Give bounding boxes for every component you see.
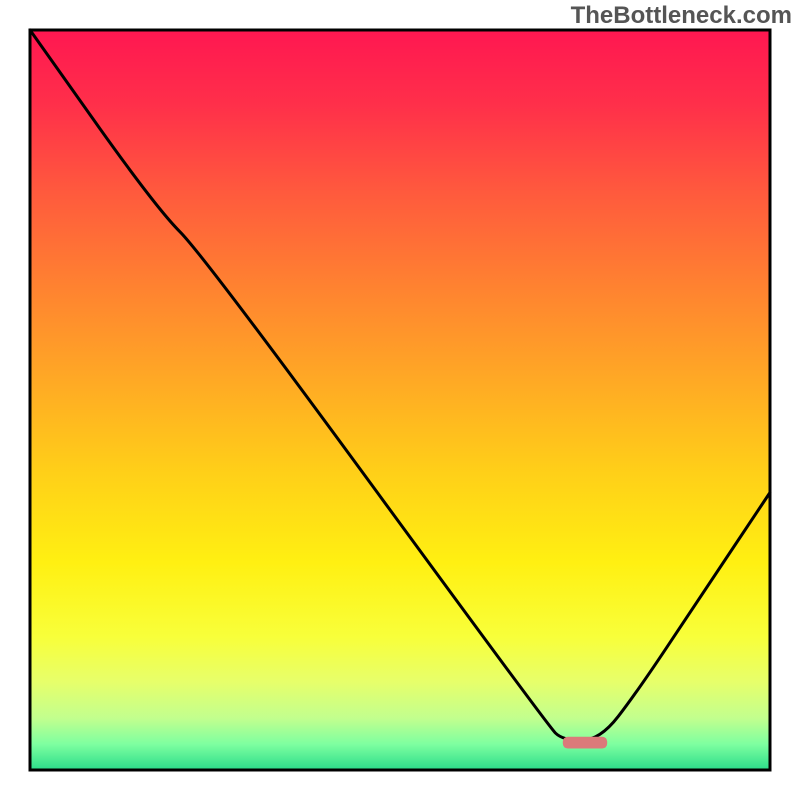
chart-container: TheBottleneck.com (0, 0, 800, 800)
watermark-label: TheBottleneck.com (571, 2, 792, 30)
chart-svg (0, 0, 800, 800)
highlight-marker (563, 737, 607, 749)
